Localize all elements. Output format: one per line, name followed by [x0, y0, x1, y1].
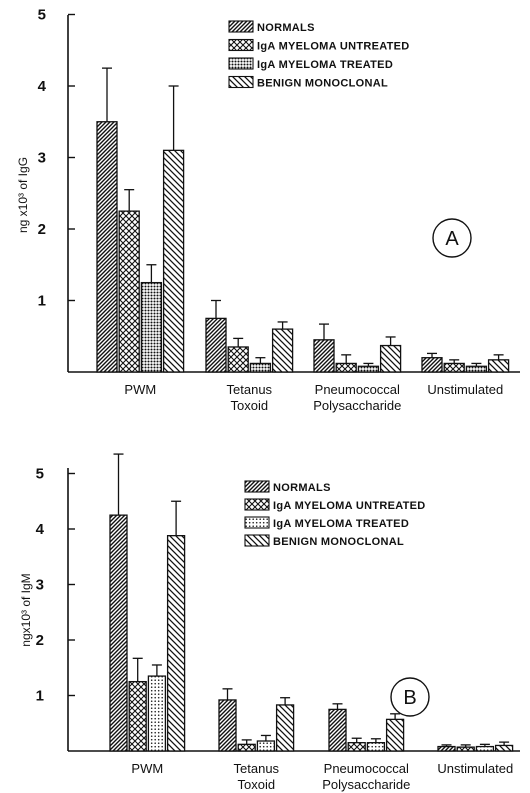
legend-swatch: [244, 498, 270, 511]
panel-label-circle: [390, 677, 430, 717]
category-label-tetanus-toxoid: Tetanus: [234, 761, 280, 776]
bar-pwm-series-3: [140, 281, 163, 373]
y-axis-label: ng x10³ of IgG: [16, 157, 30, 233]
bar-pwm-series-2: [128, 680, 147, 752]
y-tick-label: 5: [38, 7, 46, 24]
bar-unstimulated-series-4: [494, 744, 514, 752]
legend-label: IgA MYELOMA TREATED: [273, 518, 409, 530]
category-label-unstimulated: Unstimulated: [437, 761, 513, 776]
bar-pwm-series-1: [109, 514, 128, 752]
bar-pneumococcal-polysaccharide-series-3: [366, 742, 386, 752]
y-tick-label: 3: [38, 150, 46, 167]
legend-label: NORMALS: [273, 482, 331, 494]
bar-unstimulated-series-1: [437, 745, 456, 752]
legend-label: IgA MYELOMA UNTREATED: [273, 500, 426, 512]
legend-label: BENIGN MONOCLONAL: [257, 78, 388, 90]
y-tick-label: 2: [38, 221, 46, 238]
bar-pwm-series-3: [147, 675, 167, 752]
bar-tetanus-toxoid-series-1: [205, 317, 227, 373]
bar-pwm-series-4: [166, 535, 186, 752]
category-label-pneumococcal-polysaccharide: Pneumococcal: [315, 382, 400, 397]
bar-pwm-series-1: [96, 121, 118, 373]
category-label-pneumococcal-polysaccharide: Polysaccharide: [313, 398, 401, 413]
legend-label: BENIGN MONOCLONAL: [273, 536, 404, 548]
panel-label-circle: [432, 218, 472, 258]
bar-unstimulated-series-1: [421, 357, 443, 373]
legend-label: IgA MYELOMA UNTREATED: [257, 41, 410, 53]
legend-swatch: [244, 516, 270, 529]
category-label-tetanus-toxoid: Toxoid: [231, 398, 269, 413]
bar-tetanus-toxoid-series-2: [237, 743, 256, 752]
y-tick-label: 1: [38, 293, 46, 310]
category-label-pneumococcal-polysaccharide: Polysaccharide: [322, 777, 410, 792]
legend-swatch: [228, 20, 254, 33]
bar-tetanus-toxoid-series-3: [249, 362, 272, 373]
y-tick-label: 2: [36, 632, 44, 649]
category-label-tetanus-toxoid: Tetanus: [227, 382, 273, 397]
legend-swatch: [244, 534, 270, 547]
bar-tetanus-toxoid-series-1: [218, 699, 237, 752]
bar-unstimulated-series-3: [475, 745, 495, 752]
bar-pneumococcal-polysaccharide-series-4: [379, 344, 402, 373]
category-label-pwm: PWM: [131, 761, 163, 776]
bar-unstimulated-series-4: [487, 359, 510, 373]
bar-pwm-series-2: [118, 210, 140, 373]
bar-tetanus-toxoid-series-2: [227, 346, 249, 373]
bar-unstimulated-series-2: [443, 362, 465, 373]
legend-label: NORMALS: [257, 22, 315, 34]
legend-swatch: [228, 57, 254, 70]
category-label-unstimulated: Unstimulated: [427, 382, 503, 397]
bar-pneumococcal-polysaccharide-series-2: [335, 362, 357, 373]
y-tick-label: 1: [36, 688, 44, 705]
bar-unstimulated-series-2: [456, 746, 475, 752]
bar-pwm-series-4: [162, 149, 185, 373]
y-tick-label: 4: [38, 78, 47, 95]
y-tick-label: 3: [36, 577, 44, 594]
bar-pneumococcal-polysaccharide-series-2: [347, 742, 366, 752]
category-label-pwm: PWM: [124, 382, 156, 397]
legend-swatch: [228, 75, 254, 89]
bar-tetanus-toxoid-series-4: [271, 328, 294, 373]
bar-pneumococcal-polysaccharide-series-3: [357, 365, 380, 373]
y-axis-label: ngx10³ of IgM: [19, 573, 33, 646]
legend-label: IgA MYELOMA TREATED: [257, 59, 393, 71]
bar-unstimulated-series-3: [465, 365, 488, 373]
bar-tetanus-toxoid-series-4: [275, 704, 295, 752]
category-label-tetanus-toxoid: Toxoid: [238, 777, 276, 792]
bar-pneumococcal-polysaccharide-series-1: [328, 708, 347, 752]
y-tick-label: 4: [36, 521, 45, 538]
legend-swatch: [244, 480, 270, 493]
panel-label: B: [403, 687, 416, 709]
bar-tetanus-toxoid-series-3: [256, 740, 276, 752]
legend-swatch: [228, 38, 254, 52]
panel-label: A: [445, 228, 459, 250]
bar-pneumococcal-polysaccharide-series-4: [385, 718, 405, 752]
category-label-pneumococcal-polysaccharide: Pneumococcal: [324, 761, 409, 776]
y-tick-label: 5: [36, 466, 44, 483]
bar-pneumococcal-polysaccharide-series-1: [313, 339, 335, 373]
